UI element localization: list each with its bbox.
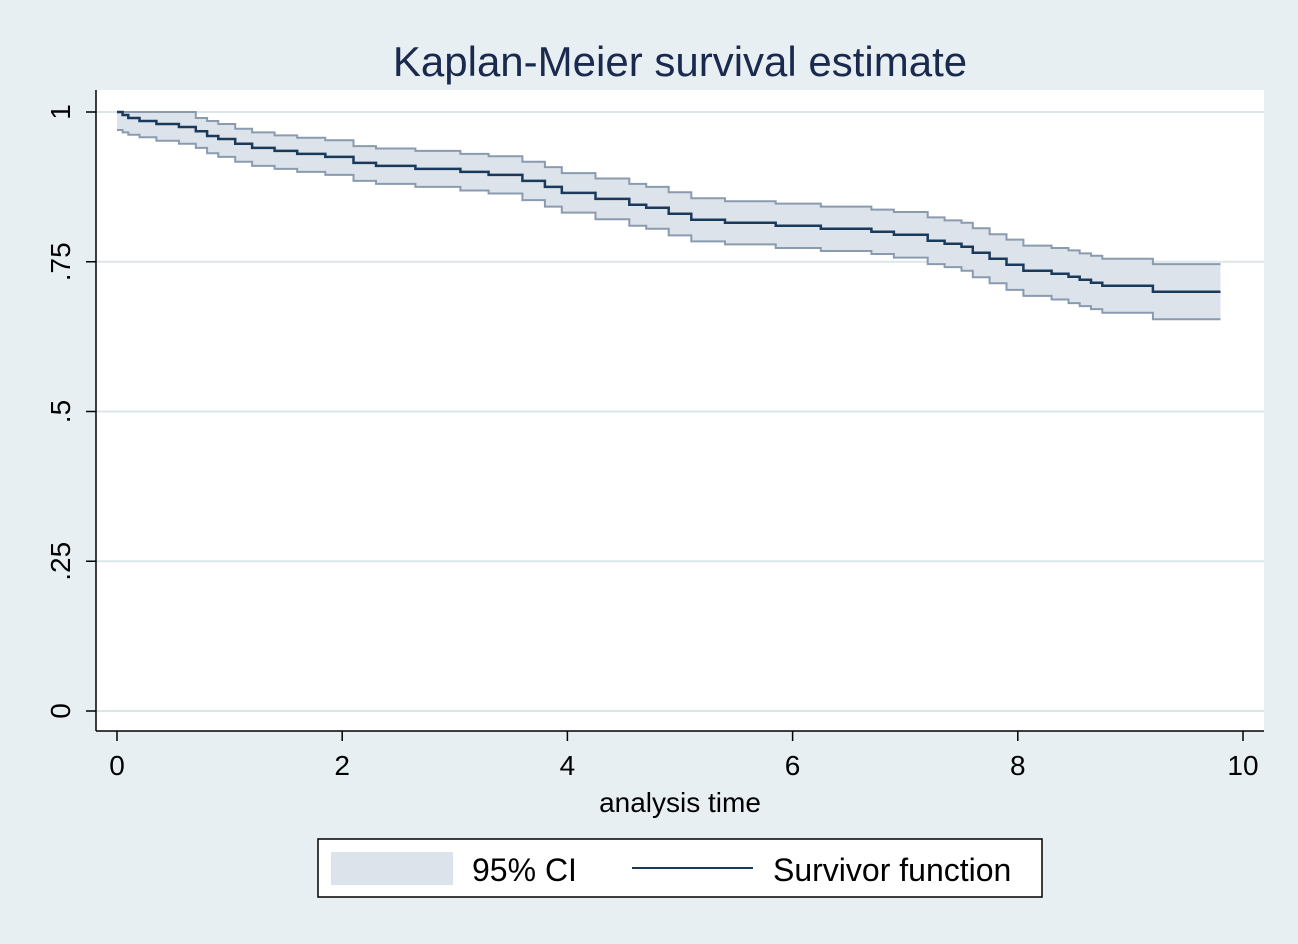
y-tick-label: .75 <box>45 242 76 281</box>
y-tick-label: .25 <box>45 542 76 581</box>
y-tick-label: 1 <box>45 104 76 120</box>
y-tick-label: .5 <box>45 400 76 423</box>
survivor-function-line <box>117 110 1221 293</box>
x-tick-label: 10 <box>1227 750 1258 781</box>
x-tick-label: 8 <box>1010 750 1026 781</box>
x-tick-label: 4 <box>560 750 576 781</box>
survivor-function-series <box>117 110 1221 293</box>
ci-band-area <box>117 112 1221 320</box>
y-axis-ticks: 0 .25 .5 .75 1 <box>45 104 96 719</box>
legend: 95% CI Survivor function <box>317 838 1043 898</box>
chart-title: Kaplan-Meier survival estimate <box>393 38 967 85</box>
x-tick-label: 0 <box>109 750 125 781</box>
ci-upper-bound <box>117 111 1221 266</box>
legend-ci-label: 95% CI <box>472 852 577 888</box>
x-axis-title: analysis time <box>599 787 761 818</box>
x-axis-ticks: 0 2 4 6 8 10 <box>109 731 1259 781</box>
legend-ci-swatch <box>331 852 453 885</box>
y-tick-label: 0 <box>45 703 76 719</box>
x-tick-label: 2 <box>334 750 350 781</box>
x-tick-label: 6 <box>785 750 801 781</box>
legend-survivor-label: Survivor function <box>773 852 1011 888</box>
ci-lower-bound <box>117 129 1221 321</box>
confidence-band <box>117 111 1221 321</box>
